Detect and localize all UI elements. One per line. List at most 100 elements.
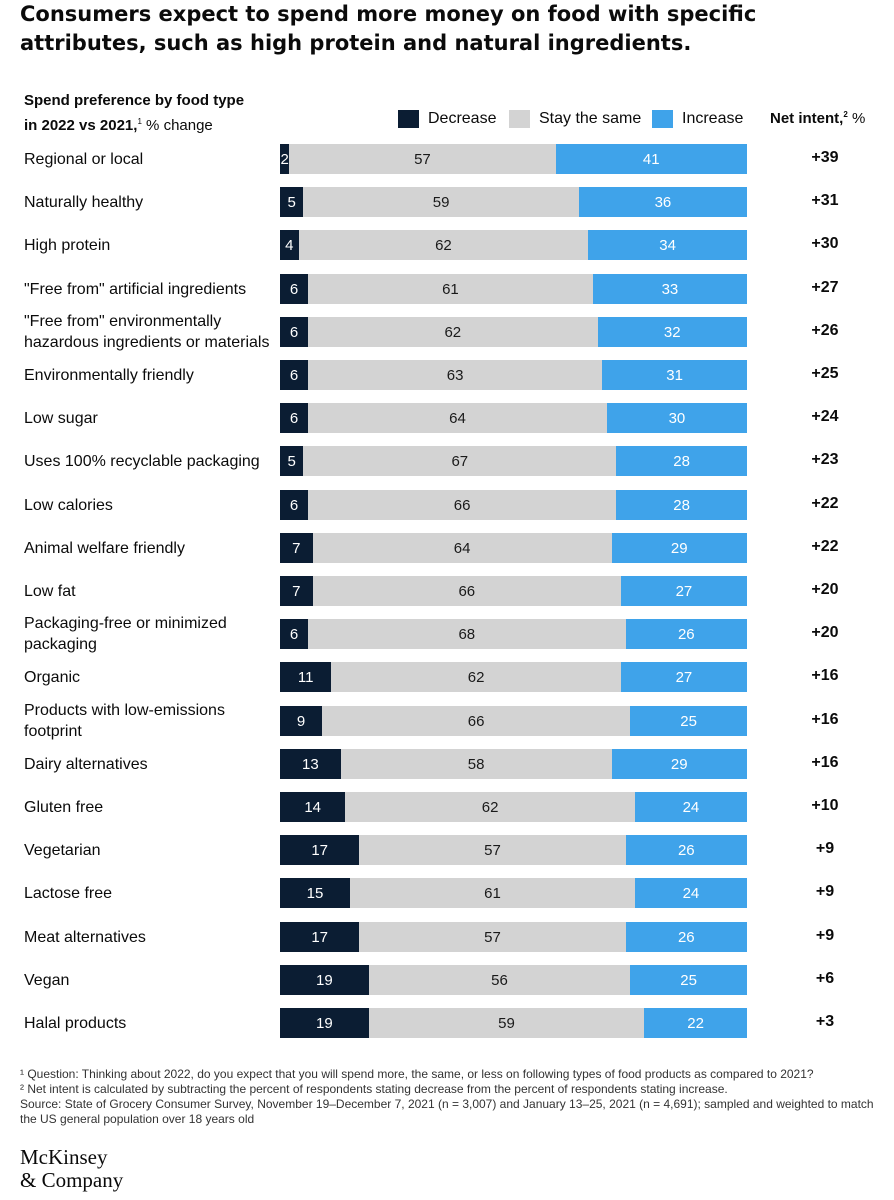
bar-segment-increase: 41 xyxy=(555,144,747,174)
net-intent-value: +3 xyxy=(815,1013,835,1030)
row-label: High protein xyxy=(24,237,111,254)
net-intent-value: +20 xyxy=(811,581,839,598)
net-intent-unit: % xyxy=(847,110,866,127)
bar-segment-increase: 36 xyxy=(578,187,747,217)
bar-segment-decrease: 11 xyxy=(280,662,332,692)
bar-segment-increase: 32 xyxy=(597,317,747,347)
legend-swatch-stay xyxy=(509,110,530,128)
bar-segment-stay: 59 xyxy=(303,187,579,217)
bar-segment-stay: 66 xyxy=(322,706,631,736)
bar-segment-increase: 26 xyxy=(625,835,747,865)
net-intent-value: +22 xyxy=(811,495,839,512)
bar-segment-increase: 25 xyxy=(630,965,747,995)
bar-segment-increase: 26 xyxy=(625,922,747,952)
logo-line1: McKinsey xyxy=(20,1145,108,1169)
net-intent-value: +16 xyxy=(811,754,839,771)
row-label: Lactose free xyxy=(24,885,113,902)
subtitle-footnote-mark: 1 xyxy=(137,117,142,126)
bar-segment-stay: 57 xyxy=(359,835,626,865)
bar-segment-decrease: 7 xyxy=(280,576,313,606)
bar-segment-stay: 66 xyxy=(312,576,621,606)
chart-subtitle: Spend preference by food type in 2022 vs… xyxy=(24,90,324,136)
bar-segment-decrease: 13 xyxy=(280,749,341,779)
bar-segment-stay: 64 xyxy=(308,403,607,433)
legend-label-stay: Stay the same xyxy=(539,110,642,127)
bar-segment-stay: 64 xyxy=(312,533,612,563)
row-label: Naturally healthy xyxy=(24,194,144,211)
row-label: Low sugar xyxy=(24,410,98,427)
bar-segment-decrease: 17 xyxy=(280,835,360,865)
footnotes: ¹ Question: Thinking about 2022, do you … xyxy=(20,1067,890,1127)
legend-swatch-increase xyxy=(652,110,673,128)
bar-segment-increase: 28 xyxy=(616,490,747,520)
bar-segment-decrease: 19 xyxy=(280,965,369,995)
subtitle-line2: in 2022 vs 2021, xyxy=(24,117,138,134)
row-label: Halal products xyxy=(24,1015,127,1032)
row-label: Regional or local xyxy=(24,151,144,168)
bar-segment-increase: 33 xyxy=(592,274,747,304)
bar-segment-increase: 25 xyxy=(630,706,747,736)
footnote-2: ² Net intent is calculated by subtractin… xyxy=(20,1082,728,1096)
bar-segment-increase: 28 xyxy=(616,446,747,476)
net-intent-value: +27 xyxy=(811,279,839,296)
row-label: Low calories xyxy=(24,497,113,514)
row-label: Vegan xyxy=(24,972,70,989)
net-intent-label: Net intent, xyxy=(770,110,844,127)
legend-item-increase: Increase xyxy=(652,110,743,128)
row-label: Animal welfare friendly xyxy=(24,540,185,557)
net-intent-value: +26 xyxy=(811,322,839,339)
bar-segment-decrease: 6 xyxy=(280,317,309,347)
net-intent-value: +39 xyxy=(811,149,839,166)
legend-item-stay: Stay the same xyxy=(509,110,641,128)
net-intent-footnote-mark: 2 xyxy=(843,110,848,119)
bar-segment-decrease: 6 xyxy=(280,274,309,304)
bar-segment-stay: 61 xyxy=(350,878,635,908)
row-label: Uses 100% recyclable packaging xyxy=(24,453,260,470)
logo-line2: & Company xyxy=(20,1168,124,1192)
bar-segment-stay: 66 xyxy=(308,490,617,520)
net-intent-value: +9 xyxy=(815,927,835,944)
net-intent-value: +20 xyxy=(811,624,839,641)
bar-segment-increase: 26 xyxy=(625,619,747,649)
bar-segment-decrease: 17 xyxy=(280,922,360,952)
row-label: Products with low-emissions footprint xyxy=(24,702,225,740)
row-label: Vegetarian xyxy=(24,842,101,859)
net-intent-header: Net intent,2 % xyxy=(770,110,865,127)
source-note: Source: State of Grocery Consumer Survey… xyxy=(20,1097,874,1126)
row-label: Meat alternatives xyxy=(24,929,146,946)
net-intent-value: +9 xyxy=(815,840,835,857)
bar-segment-stay: 58 xyxy=(340,749,612,779)
bar-segment-stay: 68 xyxy=(308,619,626,649)
bar-segment-stay: 57 xyxy=(359,922,626,952)
net-intent-value: +23 xyxy=(811,451,839,468)
bar-segment-increase: 29 xyxy=(611,749,747,779)
bar-segment-decrease: 14 xyxy=(280,792,346,822)
row-label: Environmentally friendly xyxy=(24,367,194,384)
bar-segment-decrease: 6 xyxy=(280,403,309,433)
footnote-1: ¹ Question: Thinking about 2022, do you … xyxy=(20,1067,814,1081)
bar-segment-stay: 56 xyxy=(368,965,631,995)
row-label: Organic xyxy=(24,669,81,686)
net-intent-value: +24 xyxy=(811,408,839,425)
bar-segment-decrease: 9 xyxy=(280,706,323,736)
legend-swatch-decrease xyxy=(398,110,419,128)
bar-segment-stay: 62 xyxy=(308,317,598,347)
row-label: Low fat xyxy=(24,583,76,600)
legend-item-decrease: Decrease xyxy=(398,110,496,128)
row-label: Packaging-free or minimized packaging xyxy=(24,615,227,653)
legend-label-decrease: Decrease xyxy=(428,110,497,127)
subtitle-line1: Spend preference by food type xyxy=(24,92,245,109)
bar-segment-decrease: 4 xyxy=(280,230,299,260)
bar-segment-decrease: 2 xyxy=(280,144,290,174)
net-intent-value: +31 xyxy=(811,192,839,209)
bar-segment-decrease: 6 xyxy=(280,360,309,390)
bar-segment-increase: 27 xyxy=(620,576,747,606)
net-intent-value: +22 xyxy=(811,538,839,555)
net-intent-value: +25 xyxy=(811,365,839,382)
row-label: "Free from" artificial ingredients xyxy=(24,281,247,298)
net-intent-value: +16 xyxy=(811,711,839,728)
bar-segment-increase: 27 xyxy=(620,662,747,692)
bar-segment-decrease: 7 xyxy=(280,533,313,563)
bar-segment-stay: 62 xyxy=(345,792,635,822)
row-label: Gluten free xyxy=(24,799,104,816)
